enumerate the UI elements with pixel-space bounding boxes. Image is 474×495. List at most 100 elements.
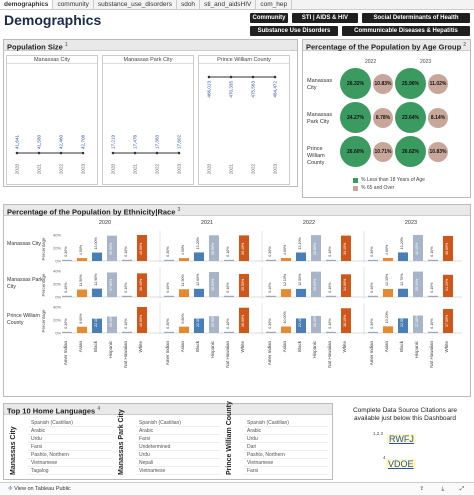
language-item: Nepali <box>136 459 220 467</box>
ethnicity-value-label: 10.20% <box>385 310 389 323</box>
ethnicity-bar <box>368 331 378 333</box>
tab-community[interactable]: community <box>53 0 94 9</box>
ethnicity-y-tick: 0% <box>55 259 61 264</box>
ethnicity-value-label: 13.10% <box>298 236 302 249</box>
ethnicity-category-label: White <box>342 341 347 353</box>
ethnicity-value-label: 4.60% <box>385 244 389 255</box>
ethnicity-value-label: 0.30% <box>64 246 68 257</box>
population-subpanel: Manassas Park City 17,219 2020 17,478 2021 17… <box>102 55 194 185</box>
nav-substance-button[interactable]: Substance Use Disorders <box>250 26 338 36</box>
tab-sti-and-aidsHIV[interactable]: sti_and_aidsHIV <box>200 0 257 9</box>
ethnicity-y-tick: 40% <box>53 269 61 274</box>
nav-sdoh-button[interactable]: Social Determinants of Health <box>362 13 470 23</box>
age-legend-label: % 65 and Over <box>361 185 395 191</box>
ethnicity-value-label: 22.50% <box>400 314 404 327</box>
ethnicity-bar <box>194 288 204 297</box>
nav-communicable-button[interactable]: Communicable Diseases & Hepatitis <box>342 26 470 36</box>
tab-substance-use-disorders[interactable]: substance_use_disorders <box>94 0 177 9</box>
ethnicity-title: Percentage of the Population by Ethnicit… <box>4 205 470 217</box>
ethnicity-bar <box>296 288 306 297</box>
ethnicity-value-label: 0.30% <box>370 246 374 257</box>
vdoe-link[interactable]: VDOE <box>386 459 416 469</box>
age-under18-circle: 26.62% <box>395 136 426 167</box>
ethnicity-value-label: 0.10% <box>226 246 230 257</box>
ethnicity-bar <box>122 331 132 333</box>
ethnicity-bar <box>443 308 453 333</box>
age-under18-circle: 25.96% <box>395 68 426 99</box>
download-icon[interactable]: ⤓ <box>441 486 444 492</box>
age-over65-circle: 10.71% <box>373 142 393 162</box>
ethnicity-bar <box>179 326 189 333</box>
language-item: Undetermined <box>136 443 220 451</box>
ethnicity-bar <box>311 315 321 333</box>
nav-sti-button[interactable]: STI | AIDS & HIV <box>292 13 358 23</box>
languages-panel: Top 10 Home Languages 4 Manassas City Spa… <box>3 401 333 480</box>
share-icon[interactable]: ⇪ <box>419 486 424 492</box>
ethnicity-bar <box>281 258 291 261</box>
tab-sdoh[interactable]: sdoh <box>177 0 201 9</box>
population-value-label: 17,478 <box>133 135 138 149</box>
ethnicity-value-label: 0.10% <box>430 282 434 293</box>
rwfj-link[interactable]: RWFJ <box>387 434 416 444</box>
ethnicity-category-label: Nat Hawaiian <box>123 341 128 368</box>
page-title: Demographics <box>4 12 102 28</box>
ethnicity-bar <box>296 318 306 333</box>
age-row-label: Prince William County <box>307 146 325 166</box>
age-under18-circle: 23.64% <box>395 102 426 133</box>
sheet-tabs: demographics community substance_use_disor… <box>0 0 474 10</box>
tab-demographics[interactable]: demographics <box>0 0 54 9</box>
ethnicity-value-label: 0.10% <box>430 246 434 257</box>
population-point <box>37 151 41 155</box>
ethnicity-bar <box>224 331 234 333</box>
population-value-label: 42,460 <box>59 135 64 149</box>
ethnicity-bar <box>413 234 423 261</box>
ethnicity-value-label: 40.00% <box>139 314 143 327</box>
ethnicity-bar <box>122 259 132 261</box>
ethnicity-bar <box>443 274 453 297</box>
language-item: Arabic <box>28 427 112 435</box>
ethnicity-value-label: 22.40% <box>298 314 302 327</box>
ethnicity-bar <box>368 259 378 261</box>
ethnicity-panel: Percentage of the Population by Ethnicit… <box>3 204 471 397</box>
age-over65-circle: 10.83% <box>428 142 448 162</box>
ethnicity-bar <box>164 259 174 261</box>
ethnicity-row-label: Manassas City <box>7 241 41 247</box>
age-under18-circle: 26.60% <box>340 136 371 167</box>
ethnicity-y-axis-label: Percentage <box>41 237 46 261</box>
language-item: Pashto, Northern <box>244 451 328 459</box>
ethnicity-value-label: 10.00% <box>283 311 287 324</box>
ethnicity-bar <box>413 271 423 297</box>
population-value-label: 41,580 <box>37 135 42 149</box>
ethnicity-bar <box>383 326 393 333</box>
ethnicity-bar <box>383 258 393 261</box>
language-locality-name: Prince William County <box>226 401 233 475</box>
nav-community-button[interactable]: Community <box>250 13 288 23</box>
ethnicity-bar <box>92 318 102 333</box>
language-item: Farsi <box>136 435 220 443</box>
ethnicity-y-tick: 40% <box>53 305 61 310</box>
ethnicity-value-label: 22.10% <box>94 314 98 327</box>
ethnicity-category-label: Amer Indian <box>63 341 68 366</box>
ethnicity-bar <box>107 235 117 261</box>
ethnicity-category-label: Black <box>297 340 302 352</box>
citation-sup-1: 1,2,3 <box>373 431 384 436</box>
language-list: Spanish (Castilian) Arabic Farsi Undetermin… <box>136 419 220 475</box>
language-item: Vietnamese <box>136 467 220 475</box>
language-item: Farsi <box>244 467 328 475</box>
ethnicity-year-header: 2021 <box>201 220 213 226</box>
ethnicity-bar <box>443 235 453 261</box>
age-under18-circle: 26.32% <box>340 68 371 99</box>
ethnicity-category-label: Hispanic <box>414 340 419 358</box>
tab-com-hep[interactable]: com_hep <box>256 0 293 9</box>
ethnicity-value-label: 25.30% <box>109 314 113 327</box>
population-year-label: 2021 <box>229 163 234 174</box>
fullscreen-icon[interactable]: ⤢ <box>459 486 464 492</box>
ethnicity-bar <box>224 295 234 297</box>
view-on-tableau-link[interactable]: View on Tableau Public <box>14 486 71 492</box>
ethnicity-value-label: 4.50% <box>181 244 185 255</box>
population-value-label: 17,383 <box>155 135 160 149</box>
ethnicity-bar <box>398 318 408 333</box>
age-over65-circle: 8.14% <box>428 108 448 128</box>
ethnicity-bar <box>281 326 291 333</box>
ethnicity-category-label: White <box>240 341 245 353</box>
